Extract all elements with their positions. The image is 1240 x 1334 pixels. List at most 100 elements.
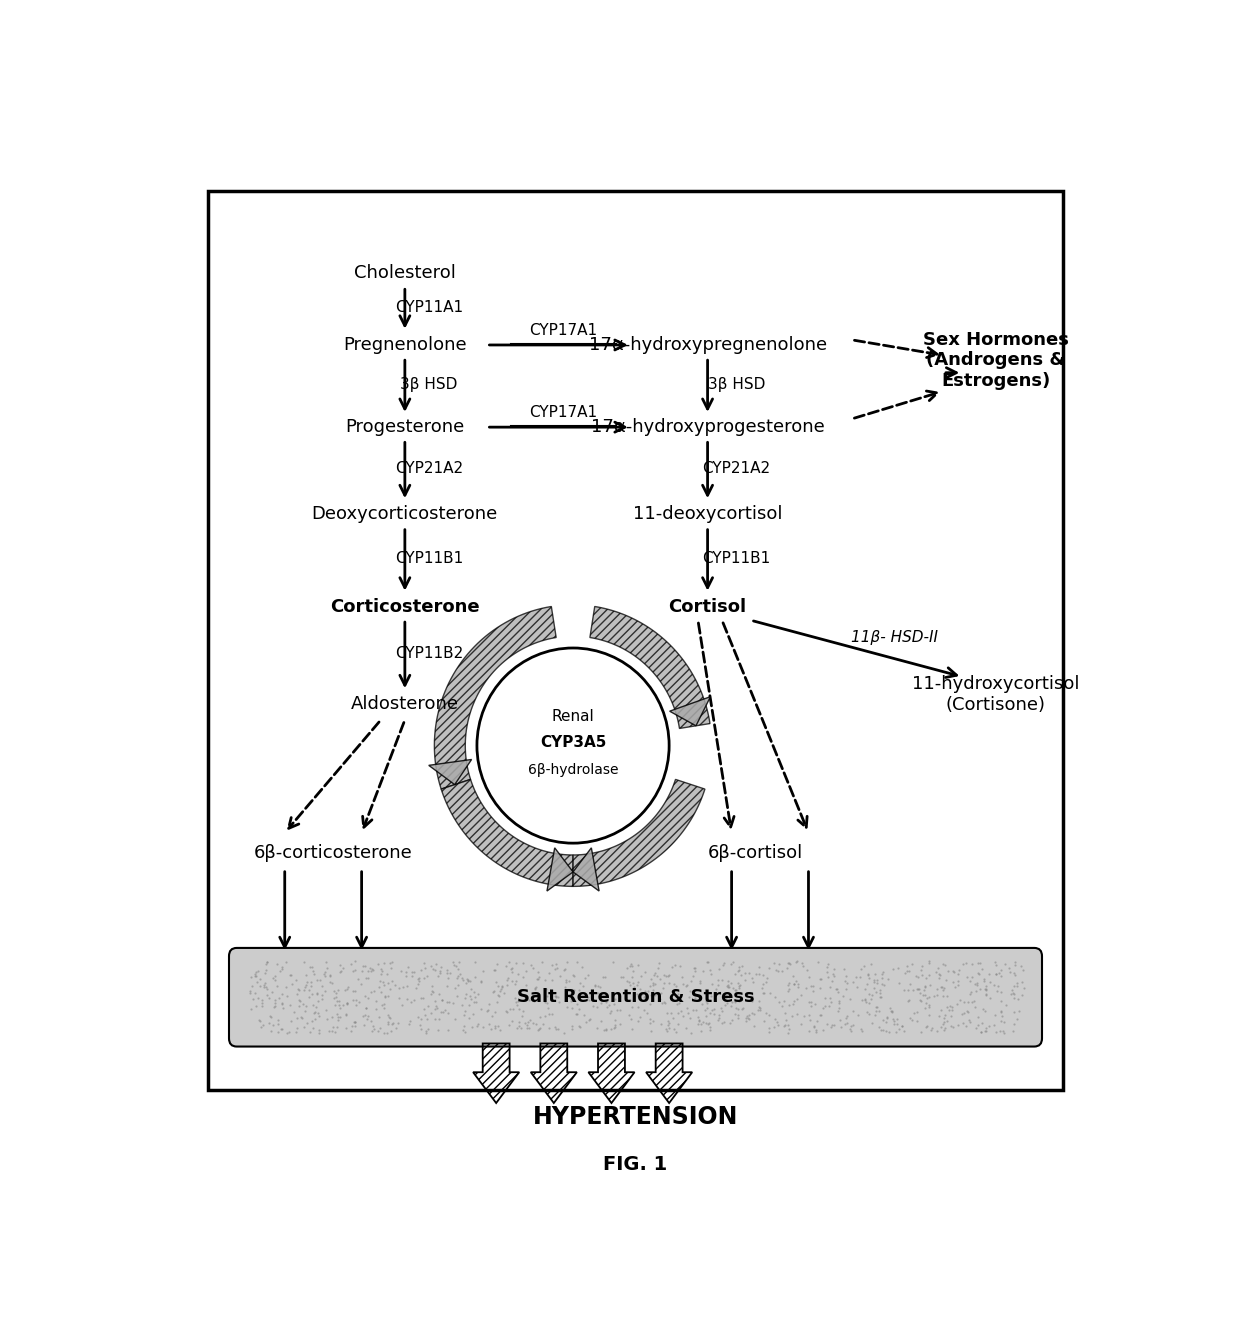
Point bbox=[916, 992, 936, 1014]
Text: 11-hydroxycortisol
(Cortisone): 11-hydroxycortisol (Cortisone) bbox=[913, 675, 1080, 714]
Point bbox=[650, 988, 670, 1010]
Point bbox=[345, 980, 365, 1002]
Point bbox=[830, 998, 849, 1019]
Point bbox=[655, 972, 675, 994]
Point bbox=[792, 955, 812, 976]
Point bbox=[973, 970, 993, 991]
Point bbox=[735, 962, 755, 983]
Point bbox=[784, 974, 804, 995]
Point bbox=[383, 1013, 403, 1034]
Point bbox=[947, 994, 967, 1015]
Point bbox=[337, 992, 357, 1014]
Point bbox=[931, 1017, 951, 1038]
Point bbox=[929, 963, 949, 984]
Point bbox=[635, 999, 655, 1021]
Point bbox=[622, 1018, 642, 1039]
Point bbox=[877, 1006, 897, 1027]
Point bbox=[882, 1000, 901, 1022]
Point bbox=[322, 972, 342, 994]
Point bbox=[769, 1014, 789, 1035]
Point bbox=[820, 987, 839, 1009]
Ellipse shape bbox=[477, 648, 670, 843]
Point bbox=[825, 1015, 844, 1037]
Point bbox=[867, 1000, 887, 1022]
Point bbox=[252, 988, 272, 1010]
Point bbox=[949, 970, 968, 991]
Point bbox=[459, 1007, 479, 1029]
Point bbox=[591, 992, 611, 1014]
Point bbox=[621, 996, 641, 1018]
Point bbox=[379, 1007, 399, 1029]
Point bbox=[688, 1009, 708, 1030]
Point bbox=[330, 962, 350, 983]
Point bbox=[329, 990, 348, 1011]
Point bbox=[698, 992, 718, 1014]
Point bbox=[940, 995, 960, 1017]
Point bbox=[374, 996, 394, 1018]
Point bbox=[1007, 1009, 1027, 1030]
Point bbox=[377, 1022, 397, 1043]
Point bbox=[787, 976, 807, 998]
Point bbox=[308, 982, 327, 1003]
Point bbox=[316, 1009, 336, 1030]
Point bbox=[967, 974, 987, 995]
Point bbox=[677, 996, 697, 1018]
Point bbox=[867, 972, 887, 994]
Point bbox=[425, 1009, 445, 1030]
Point bbox=[241, 966, 260, 987]
Point bbox=[370, 976, 389, 998]
Point bbox=[786, 970, 806, 991]
Point bbox=[811, 968, 831, 990]
Point bbox=[779, 1018, 799, 1039]
Point bbox=[666, 975, 686, 996]
Point bbox=[568, 994, 588, 1015]
Point bbox=[378, 986, 398, 1007]
Point bbox=[882, 1000, 901, 1022]
Point bbox=[382, 951, 402, 972]
Point bbox=[749, 996, 769, 1018]
Point bbox=[294, 951, 314, 972]
Point bbox=[371, 1018, 391, 1039]
Point bbox=[438, 975, 458, 996]
Point bbox=[916, 987, 936, 1009]
Point bbox=[753, 978, 773, 999]
Point bbox=[828, 1000, 848, 1022]
Point bbox=[701, 986, 720, 1007]
Point bbox=[935, 1005, 955, 1026]
Point bbox=[526, 1014, 546, 1035]
Point bbox=[574, 1005, 594, 1026]
Point bbox=[985, 975, 1004, 996]
Point bbox=[378, 972, 398, 994]
Point bbox=[474, 960, 494, 982]
Point bbox=[453, 994, 472, 1015]
Polygon shape bbox=[573, 779, 704, 886]
Point bbox=[558, 951, 578, 972]
Point bbox=[494, 982, 513, 1003]
Point bbox=[709, 1007, 729, 1029]
Point bbox=[487, 991, 507, 1013]
Point bbox=[882, 1000, 901, 1022]
Point bbox=[257, 976, 277, 998]
Point bbox=[843, 971, 863, 992]
Point bbox=[621, 954, 641, 975]
Point bbox=[630, 979, 650, 1000]
Point bbox=[655, 964, 675, 986]
Point bbox=[428, 998, 448, 1019]
Point bbox=[614, 967, 634, 988]
Point bbox=[804, 980, 823, 1002]
Point bbox=[454, 970, 474, 991]
Point bbox=[666, 1022, 686, 1043]
Point bbox=[873, 1010, 893, 1031]
Point bbox=[425, 995, 445, 1017]
Text: Renal: Renal bbox=[552, 710, 594, 724]
Point bbox=[866, 996, 885, 1018]
Point bbox=[1004, 1002, 1024, 1023]
Point bbox=[408, 1007, 428, 1029]
Point bbox=[737, 1006, 756, 1027]
Point bbox=[822, 970, 842, 991]
Point bbox=[492, 976, 512, 998]
Point bbox=[567, 1003, 587, 1025]
Point bbox=[529, 966, 549, 987]
Point bbox=[304, 1002, 324, 1023]
Point bbox=[816, 995, 836, 1017]
